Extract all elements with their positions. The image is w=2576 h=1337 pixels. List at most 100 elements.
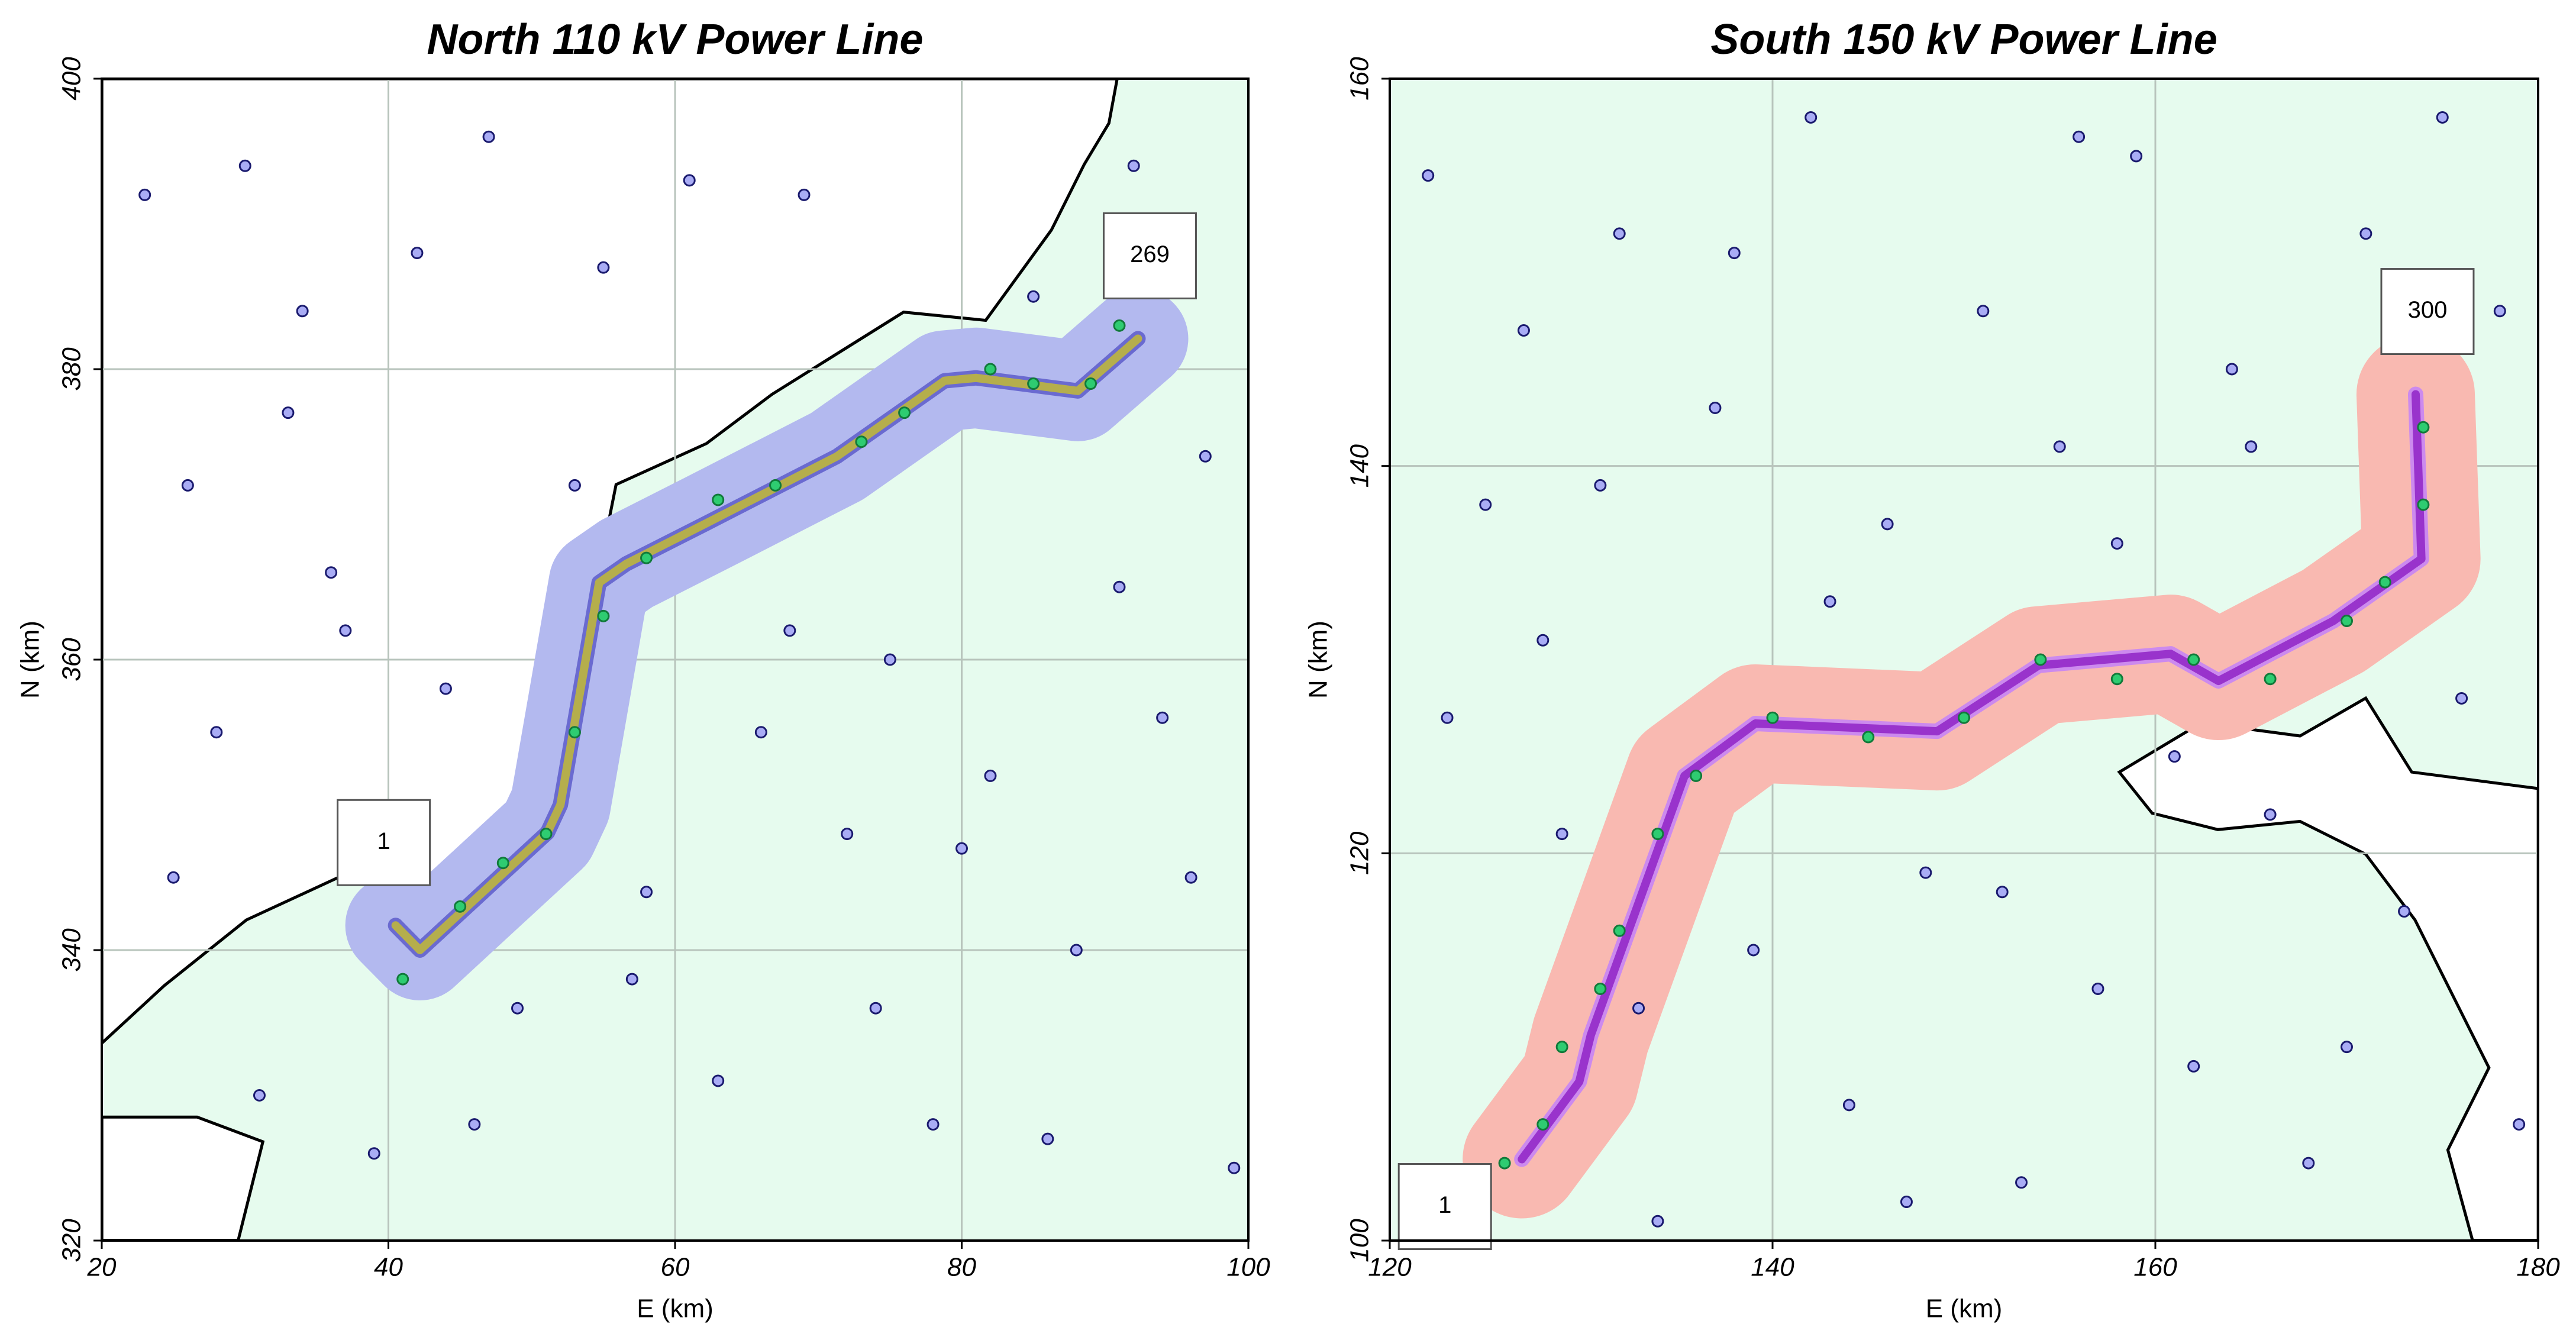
point: [2053, 440, 2066, 453]
x-tick-label: 160: [2133, 1253, 2177, 1282]
y-tick-label: 160: [1345, 57, 1374, 101]
point: [1184, 871, 1197, 884]
point: [2225, 363, 2238, 376]
point: [282, 406, 295, 419]
point: [1536, 634, 1550, 647]
panel: 1 269 20 40 60 80 100 320 340 360 380 400 North 110 …: [16, 16, 1271, 1323]
point: [1881, 518, 1894, 531]
x-tick-label: 120: [1368, 1253, 1412, 1282]
buffer-point: [1084, 377, 1097, 390]
buffer-point: [1651, 828, 1664, 841]
point: [1747, 944, 1760, 957]
point: [2130, 150, 2143, 163]
line-end-label: 269: [1130, 241, 1170, 267]
buffer-point: [1766, 711, 1779, 724]
point: [1728, 247, 1741, 260]
buffer-point: [898, 406, 911, 419]
point: [339, 624, 352, 637]
point: [640, 886, 653, 899]
point: [2513, 1118, 2526, 1131]
buffer-point: [2417, 421, 2430, 434]
buffer-point: [1690, 769, 1703, 782]
point: [927, 1118, 940, 1131]
point: [210, 726, 223, 739]
buffer-point: [2341, 615, 2353, 628]
point: [238, 159, 251, 172]
point: [2302, 1157, 2315, 1170]
buffer-point: [1498, 1157, 1511, 1170]
land: [2119, 698, 2538, 1240]
point: [1422, 169, 1435, 182]
buffer-point: [454, 900, 467, 913]
point: [2168, 750, 2181, 763]
point: [468, 1118, 481, 1131]
buffer-point: [2110, 673, 2123, 686]
buffer-point: [1555, 1041, 1568, 1054]
point: [625, 973, 638, 986]
point: [1613, 227, 1626, 240]
x-tick-label: 100: [1226, 1253, 1270, 1282]
y-tick-label: 380: [57, 347, 86, 391]
point: [2245, 440, 2258, 453]
label-box: [1397, 1163, 1492, 1251]
buffer-point: [2264, 673, 2277, 686]
point: [1199, 450, 1212, 463]
point: [511, 1002, 524, 1015]
buffer-point: [1958, 711, 1970, 724]
y-tick-label: 120: [1345, 831, 1374, 875]
y-tick-label: 340: [57, 928, 86, 972]
point: [597, 261, 610, 274]
point: [411, 247, 424, 260]
point: [253, 1089, 266, 1102]
point: [1805, 111, 1818, 124]
point: [1919, 866, 1932, 879]
point: [955, 842, 968, 855]
point: [2341, 1041, 2353, 1054]
point: [167, 871, 180, 884]
point: [1070, 944, 1083, 957]
x-axis-label: E (km): [637, 1294, 714, 1323]
point: [869, 1002, 882, 1015]
y-tick-label: 400: [57, 57, 86, 101]
point: [2398, 905, 2411, 918]
line-end-label: 1: [1438, 1192, 1451, 1218]
y-axis-label: N (km): [1304, 621, 1333, 699]
label-box: [2380, 268, 2475, 356]
land: [102, 1117, 263, 1240]
point: [1041, 1132, 1054, 1145]
x-tick-label: 80: [947, 1253, 976, 1282]
point: [1651, 1215, 1664, 1228]
point: [1027, 290, 1040, 303]
point: [883, 653, 896, 666]
buffer-point: [855, 435, 868, 448]
y-tick-label: 360: [57, 638, 86, 682]
point: [1228, 1161, 1241, 1174]
power-line: [391, 334, 1142, 954]
x-tick-label: 60: [661, 1253, 690, 1282]
x-axis-label: E (km): [1926, 1294, 2003, 1323]
point: [1900, 1196, 1913, 1209]
x-tick-label: 40: [374, 1253, 403, 1282]
point: [2359, 227, 2372, 240]
point: [1156, 711, 1169, 724]
y-tick-label: 320: [57, 1219, 86, 1262]
chart-title: North 110 kV Power Line: [427, 16, 924, 63]
map-layer: [1390, 79, 2538, 1241]
line-end-label: 1: [377, 828, 390, 854]
point: [2187, 1060, 2200, 1073]
point: [2436, 111, 2449, 124]
point: [325, 566, 338, 579]
point: [2015, 1176, 2028, 1189]
buffer-point: [540, 828, 553, 841]
line-end-label: 300: [2408, 297, 2448, 323]
point: [798, 188, 811, 201]
point: [712, 1074, 725, 1087]
buffer-point: [769, 479, 782, 492]
label-box: [1102, 212, 1197, 299]
point: [1594, 479, 1607, 492]
point: [2091, 982, 2104, 995]
point: [1709, 401, 1722, 414]
buffer-point: [496, 857, 509, 870]
